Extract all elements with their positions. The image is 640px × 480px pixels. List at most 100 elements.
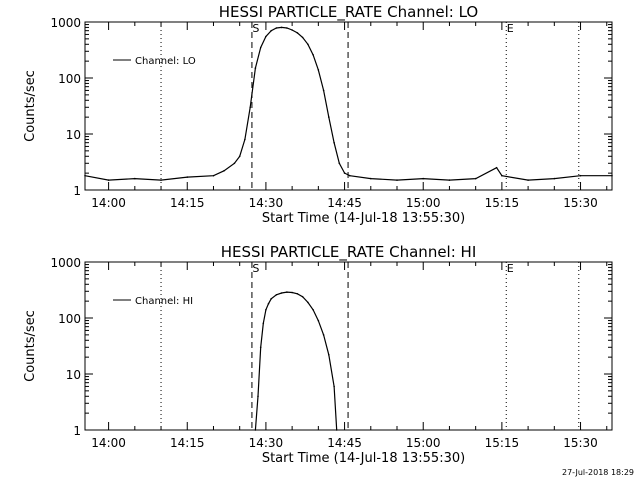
data-point	[291, 291, 293, 294]
data-point	[280, 26, 283, 29]
data-point	[527, 179, 529, 181]
data-point	[370, 177, 372, 180]
x-tick-label: 14:15	[170, 436, 205, 450]
data-point	[254, 429, 257, 431]
data-point	[328, 116, 330, 118]
data-point	[212, 174, 215, 177]
marker-label-e: E	[507, 262, 514, 275]
x-tick-label: 14:45	[327, 436, 362, 450]
data-point	[265, 35, 267, 38]
y-tick-label: 1	[73, 424, 81, 438]
data-point	[254, 67, 257, 69]
y-tick-label: 1000	[50, 256, 81, 270]
data-point	[422, 177, 425, 180]
data-point	[296, 32, 299, 34]
legend-entry-label: Channel: LO	[135, 56, 196, 67]
y-tick-label: 10	[66, 368, 81, 382]
x-axis-label: Start Time (14-Jul-18 13:55:30)	[262, 211, 465, 226]
chart-panel-hi: HESSI PARTICLE_RATE Channel: HI 14:00 14:1…	[23, 243, 613, 466]
data-point	[312, 54, 314, 56]
data-point	[223, 170, 225, 172]
data-point	[270, 298, 273, 300]
data-point	[296, 293, 299, 295]
data-point	[280, 292, 283, 294]
x-tick-label: 14:00	[91, 436, 126, 450]
x-tick-label: 14:15	[170, 196, 205, 210]
data-point	[84, 174, 86, 177]
data-point	[317, 319, 320, 322]
data-point	[244, 138, 246, 141]
data-point	[448, 179, 451, 181]
x-tick-label: 15:30	[563, 196, 598, 210]
data-point	[259, 346, 262, 349]
data-point	[307, 43, 309, 46]
data-point	[286, 27, 288, 29]
data-point	[333, 141, 335, 144]
data-point	[265, 309, 267, 311]
x-tick-label: 14:45	[327, 196, 362, 210]
chart-panel-lo: HESSI PARTICLE_RATE Channel: LO 14:00 14:1…	[23, 3, 613, 226]
data-point	[259, 46, 262, 49]
data-point	[291, 29, 293, 31]
data-point	[343, 172, 346, 174]
data-point	[312, 309, 314, 311]
data-point	[275, 27, 278, 29]
x-tick-label: 14:30	[249, 196, 284, 210]
x-tick-label: 15:15	[485, 436, 520, 450]
footer-timestamp: 27-Jul-2018 18:29	[562, 468, 634, 477]
data-point	[474, 177, 477, 180]
series-line-hi	[254, 291, 338, 431]
data-point	[134, 177, 136, 180]
chart-title-hi: HESSI PARTICLE_RATE Channel: HI	[221, 243, 477, 262]
data-point	[328, 354, 330, 356]
x-tick-label: 14:00	[91, 196, 126, 210]
y-tick-label: 100	[58, 72, 81, 86]
data-point	[611, 174, 613, 177]
data-point	[275, 294, 278, 296]
data-point	[553, 177, 556, 180]
data-point	[233, 162, 236, 165]
data-point	[238, 155, 241, 158]
data-point	[322, 89, 325, 92]
y-tick-label: 1	[73, 184, 81, 198]
data-point	[349, 174, 351, 177]
data-point	[495, 166, 498, 169]
data-point	[396, 179, 398, 181]
data-point	[270, 29, 273, 32]
data-point	[107, 179, 110, 181]
data-point	[267, 302, 270, 305]
x-tick-label: 15:30	[563, 436, 598, 450]
marker-label-s: S	[252, 22, 259, 35]
data-point	[579, 174, 582, 177]
data-point	[160, 179, 162, 181]
data-point	[262, 322, 265, 325]
x-tick-label: 15:15	[485, 196, 520, 210]
y-tick-label: 10	[66, 128, 81, 142]
data-point	[322, 334, 325, 336]
x-tick-label: 15:00	[406, 196, 441, 210]
data-point	[338, 162, 341, 165]
chart-title-lo: HESSI PARTICLE_RATE Channel: LO	[219, 3, 478, 22]
x-tick-label: 14:30	[249, 436, 284, 450]
x-tick-label: 15:00	[406, 436, 441, 450]
x-axis-label: Start Time (14-Jul-18 13:55:30)	[262, 451, 465, 466]
data-point	[307, 301, 309, 304]
data-point	[333, 385, 335, 388]
marker-label-e: E	[507, 22, 514, 35]
data-point	[501, 174, 503, 177]
y-axis-label: Counts/sec	[23, 310, 38, 382]
data-point	[249, 106, 251, 109]
data-point	[186, 176, 189, 178]
data-point	[301, 295, 304, 298]
data-point	[317, 69, 320, 71]
y-axis-label: Counts/sec	[23, 70, 38, 142]
y-tick-label: 100	[58, 312, 81, 326]
data-point	[257, 395, 259, 398]
marker-label-s: S	[252, 262, 259, 275]
data-point	[335, 429, 338, 431]
data-point	[286, 291, 288, 293]
data-point	[301, 36, 304, 39]
y-tick-label: 1000	[50, 16, 81, 30]
legend-entry-label: Channel: HI	[135, 296, 193, 307]
